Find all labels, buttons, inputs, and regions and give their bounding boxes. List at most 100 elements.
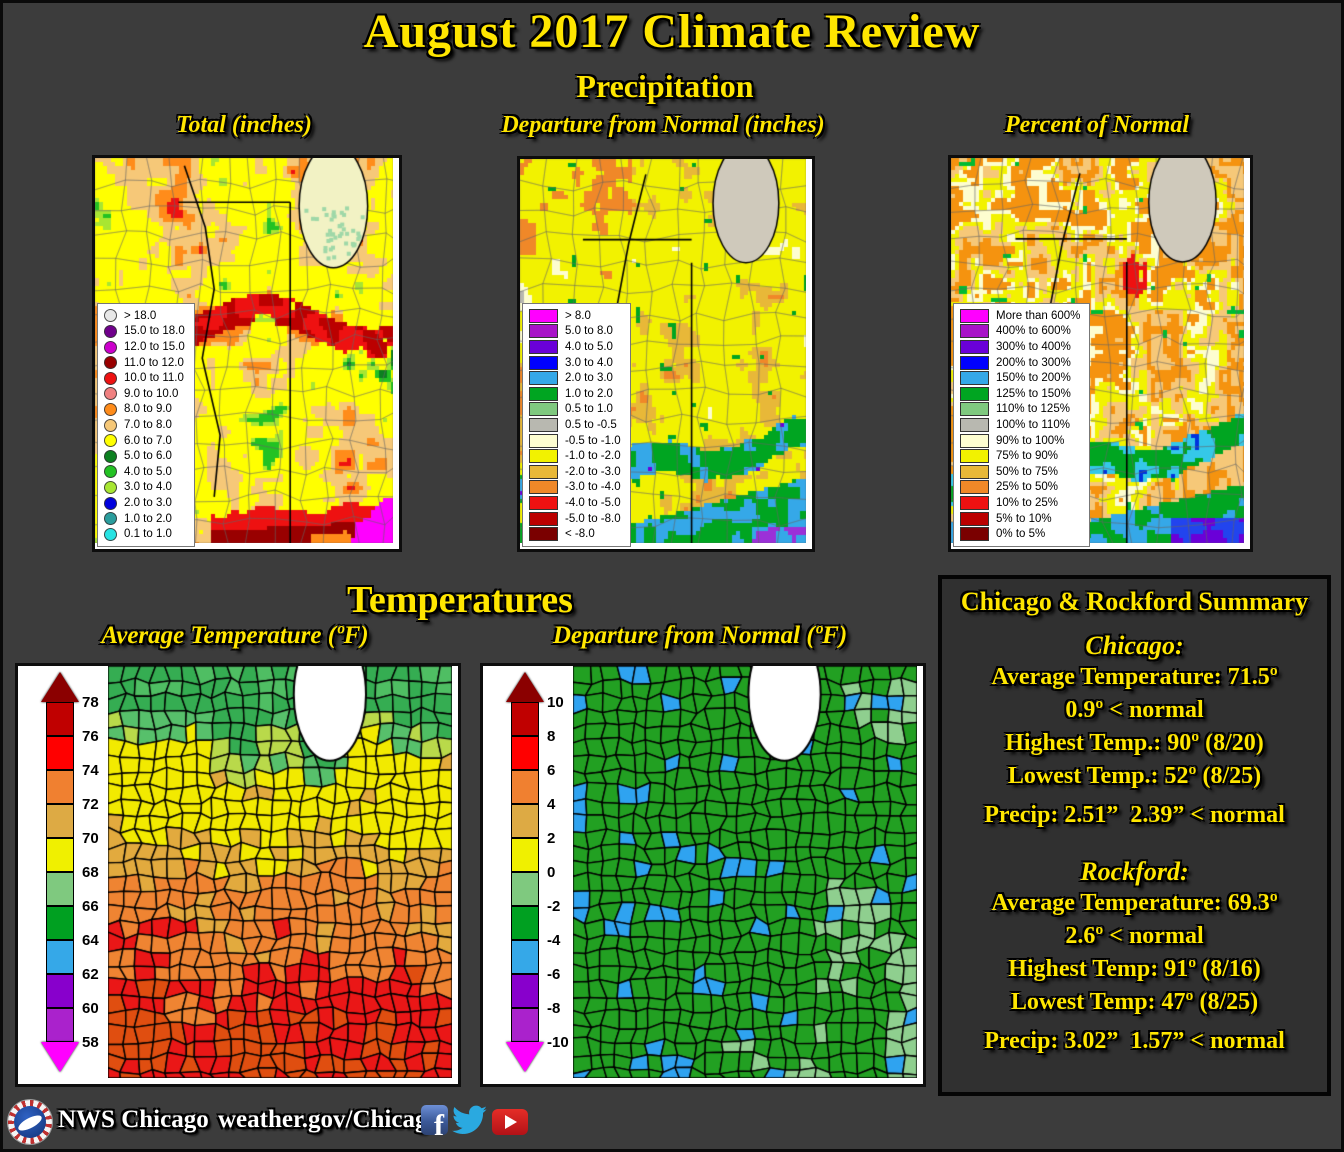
legend-item: 3.0 to 4.0 (104, 480, 185, 495)
legend-item: 1.0 to 2.0 (529, 386, 621, 401)
legend-label: 2.0 to 3.0 (565, 372, 613, 385)
colorbar-tick-label: 10 (547, 694, 564, 711)
youtube-icon[interactable] (492, 1109, 528, 1135)
legend-swatch (529, 496, 558, 511)
colorbar-segment (46, 940, 74, 974)
summary-precip-line: Precip: 3.02” 1.57” < normal (984, 1028, 1285, 1054)
legend-swatch (104, 356, 117, 370)
precip-departure-legend: > 8.0 5.0 to 8.0 4.0 to 5.0 3.0 to 4.0 2.0 t… (522, 303, 631, 547)
legend-swatch (960, 511, 989, 526)
legend-label: 15.0 to 18.0 (124, 325, 185, 338)
legend-label: 100% to 110% (996, 419, 1070, 432)
summary-line: Average Temperature: 69.3º (991, 890, 1278, 916)
legend-swatch (960, 418, 989, 433)
colorbar-tick-label: -10 (547, 1034, 569, 1051)
legend-item: 125% to 150% (960, 386, 1080, 401)
legend-label: 10.0 to 11.0 (124, 372, 184, 385)
legend-label: 1.0 to 2.0 (124, 512, 172, 525)
legend-swatch (960, 480, 989, 495)
legend-label: 0.1 to 1.0 (124, 528, 172, 541)
temp-departure-colorbar: 10 8 6 4 2 0 -2 -4 -6 -8 -10 (495, 666, 573, 1078)
colorbar-tick-label: 66 (82, 898, 99, 915)
temp-average-map: 78 76 74 72 70 68 66 64 62 60 58 (15, 663, 461, 1087)
legend-label: 6.0 to 7.0 (124, 434, 172, 447)
colorbar-segment (511, 940, 539, 974)
facebook-icon[interactable]: f (421, 1105, 448, 1135)
colorbar-segment (511, 736, 539, 770)
legend-label: 0% to 5% (996, 528, 1046, 541)
legend-label: 12.0 to 15.0 (124, 341, 185, 354)
legend-label: 150% to 200% (996, 372, 1071, 385)
legend-item: 11.0 to 12.0 (104, 356, 185, 370)
precip-total-map: > 18.0 15.0 to 18.0 12.0 to 15.0 11.0 to 12… (92, 155, 402, 552)
legend-label: 300% to 400% (996, 341, 1071, 354)
legend-swatch (529, 418, 558, 433)
legend-item: -5.0 to -8.0 (529, 511, 621, 526)
summary-line: 0.9º < normal (1065, 697, 1204, 723)
legend-label: 4.0 to 5.0 (565, 341, 613, 354)
colorbar-tick-label: 4 (547, 796, 556, 813)
legend-label: More than 600% (996, 309, 1081, 322)
legend-item: 0% to 5% (960, 527, 1080, 542)
legend-label: < -8.0 (565, 528, 595, 541)
colorbar-tick-label: -8 (547, 1000, 561, 1017)
summary-line: Lowest Temp: 47º (8/25) (1010, 989, 1259, 1015)
legend-item: 4.0 to 5.0 (104, 465, 185, 479)
legend-label: 200% to 300% (996, 356, 1071, 369)
legend-label: 0.5 to 1.0 (565, 403, 613, 416)
legend-label: 7.0 to 8.0 (124, 419, 172, 432)
colorbar-segment (46, 872, 74, 906)
legend-item: 50% to 75% (960, 464, 1080, 479)
legend-label: 110% to 125% (996, 403, 1070, 416)
colorbar-segment (511, 1008, 539, 1042)
colorbar-tick-label: -2 (547, 898, 561, 915)
legend-label: -3.0 to -4.0 (565, 481, 621, 494)
legend-swatch (529, 511, 558, 526)
legend-swatch (104, 387, 117, 401)
temp-departure-title: Departure from Normal (ºF) (552, 622, 848, 649)
nws-logo-inner (14, 1106, 46, 1138)
colorbar-tick-label: 70 (82, 830, 99, 847)
legend-swatch (529, 371, 558, 386)
colorbar-tick-label: 62 (82, 966, 99, 983)
twitter-icon[interactable] (452, 1105, 488, 1136)
legend-swatch (960, 449, 989, 464)
legend-item: < -8.0 (529, 527, 621, 542)
colorbar-segment (511, 804, 539, 838)
legend-item: 0.5 to 1.0 (529, 402, 621, 417)
legend-item: 2.0 to 3.0 (529, 371, 621, 386)
legend-item: > 18.0 (104, 309, 185, 323)
temp-departure-map-canvas (573, 666, 917, 1078)
legend-swatch (104, 402, 117, 416)
summary-line: Highest Temp.: 90º (8/20) (1005, 730, 1264, 756)
legend-item: -2.0 to -3.0 (529, 464, 621, 479)
legend-label: 9.0 to 10.0 (124, 387, 179, 400)
legend-label: > 18.0 (124, 309, 157, 322)
nws-logo-swoosh (16, 1112, 44, 1134)
legend-label: 8.0 to 9.0 (124, 403, 172, 416)
legend-label: 0.5 to -0.5 (565, 419, 617, 432)
legend-swatch (529, 355, 558, 370)
legend-item: 4.0 to 5.0 (529, 340, 621, 355)
summary-line: Average Temperature: 71.5º (991, 664, 1278, 690)
legend-item: 8.0 to 9.0 (104, 402, 185, 417)
legend-item: -1.0 to -2.0 (529, 449, 621, 464)
legend-item: 6.0 to 7.0 (104, 434, 185, 448)
colorbar-tick-label: 78 (82, 694, 99, 711)
legend-label: 10% to 25% (996, 497, 1059, 510)
temp-average-colorbar-panel: 78 76 74 72 70 68 66 64 62 60 58 (18, 666, 108, 1078)
legend-swatch (960, 433, 989, 448)
legend-item: 300% to 400% (960, 340, 1080, 355)
legend-item: 15.0 to 18.0 (104, 324, 185, 339)
legend-swatch (104, 434, 117, 448)
legend-swatch (104, 449, 117, 463)
footer-url-label: weather.gov/Chicago (218, 1106, 440, 1133)
legend-swatch (529, 324, 558, 339)
legend-item: 2.0 to 3.0 (104, 496, 185, 510)
legend-label: 5.0 to 8.0 (565, 325, 613, 338)
colorbar-tick-label: 60 (82, 1000, 99, 1017)
legend-item: 7.0 to 8.0 (104, 418, 185, 432)
precip-percent-title: Percent of Normal (1005, 112, 1189, 138)
precip-percent-legend: More than 600% 400% to 600% 300% to 400% 20… (953, 303, 1091, 547)
colorbar-segment (511, 838, 539, 872)
